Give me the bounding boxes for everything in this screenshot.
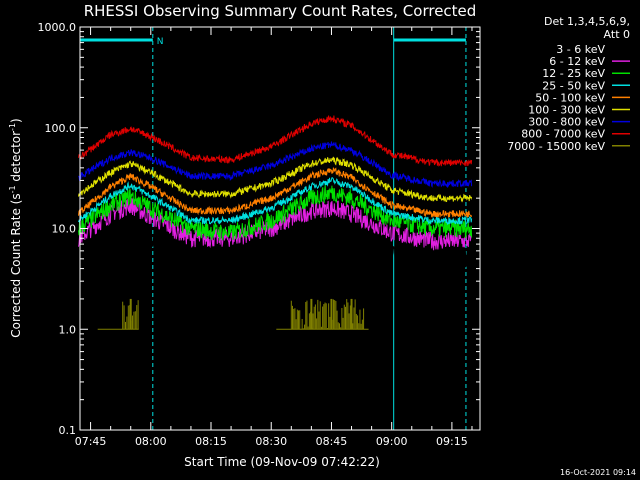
legend-label: 50 - 100 keV [535,91,605,104]
y-tick-label: 10.0 [52,223,77,236]
data-point [78,156,473,203]
y-tick-label: 1000.0 [38,21,77,34]
y-tick-label: 1.0 [59,323,77,336]
data-point [78,141,473,188]
legend-label: 25 - 50 keV [542,79,605,92]
x-tick-label: 08:30 [255,435,287,448]
series-3-6kev-trace [78,217,473,273]
data-point [78,198,473,251]
series-25-50kev-trace [78,177,473,226]
series-6-12kev-trace [78,198,473,251]
series-300-800kev-trace [78,141,473,188]
x-tick-label: 07:45 [75,435,107,448]
legend-detectors: Det 1,3,4,5,6,9, [544,15,630,28]
data-point [78,217,473,273]
series-100-300kev-trace [78,156,473,203]
night-marker: N [157,37,164,47]
legend-label: 100 - 300 keV [528,104,605,117]
series-12-25kev-trace [78,185,473,242]
legend-label: 300 - 800 keV [528,116,605,129]
legend-attenuator: Att 0 [604,28,630,41]
data-point [78,185,473,242]
x-tick-label: 09:00 [376,435,408,448]
y-tick-label: 100.0 [45,122,77,135]
plot-frame [79,26,481,431]
x-tick-label: 08:15 [195,435,227,448]
series-800-7000kev-trace [78,115,473,167]
x-axis-label: Start Time (09-Nov-09 07:42:22) [184,455,380,469]
generation-timestamp: 16-Oct-2021 09:14 [560,468,636,477]
series-50-100kev-trace [78,167,473,218]
data-point [78,167,473,218]
axes: 0.1 1.0 10.0 100.0 1000.0 07:45 08:00 08:15 08:3… [38,21,481,448]
x-tick-label: 08:45 [316,435,348,448]
legend-label: 12 - 25 keV [542,67,605,80]
y-axis-label: Corrected Count Rate (s-1 detector-1) [8,118,23,337]
legend-label: 6 - 12 keV [549,55,605,68]
plot-area: N [78,27,473,430]
legend-label: 7000 - 15000 keV [507,140,605,153]
series-7000-15000kev-trace [97,298,369,330]
legend-label: 3 - 6 keV [556,43,605,56]
chart-title: RHESSI Observing Summary Count Rates, Co… [84,2,477,20]
legend-header: Det 1,3,4,5,6,9, Att 0 [544,15,630,41]
data-point [78,177,473,226]
x-tick-label: 08:00 [135,435,167,448]
legend-label: 800 - 7000 keV [521,128,605,141]
x-tick-label: 09:15 [436,435,468,448]
y-tick-label: 0.1 [59,424,77,437]
data-point [78,115,473,167]
